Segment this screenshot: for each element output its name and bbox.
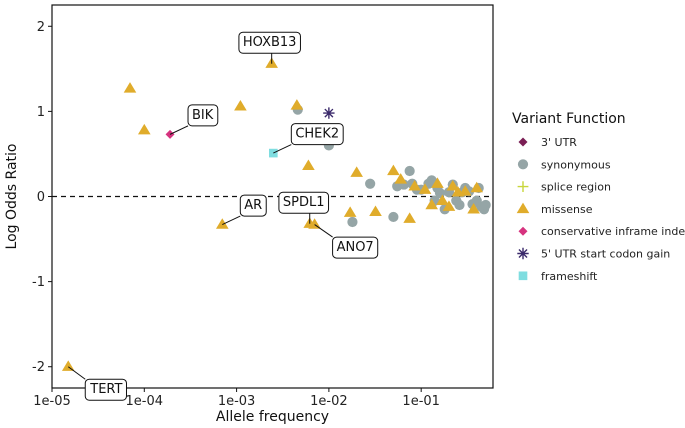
- y-axis-title: Log Odds Ratio: [4, 144, 20, 250]
- legend-marker-3-utr: [518, 137, 528, 147]
- gene-label-ar: AR: [244, 198, 262, 213]
- missense-point: [308, 218, 321, 229]
- missense-point: [394, 173, 408, 184]
- missense-point: [442, 200, 456, 211]
- legend-marker-5-utr-start-codon-gain: [517, 247, 529, 260]
- annotation-leader-line: [67, 366, 86, 380]
- legend-label: missense: [541, 203, 593, 216]
- legend-label: splice region: [541, 181, 611, 194]
- 5-utr-start-codon-gain-point: [323, 107, 335, 119]
- missense-point: [467, 202, 480, 214]
- missense-point: [387, 164, 400, 176]
- legend-label: 5' UTR start codon gain: [541, 248, 670, 261]
- missense-point: [234, 99, 247, 111]
- gene-label-spdl1: SPDL1: [283, 195, 325, 210]
- annotation-box: [84, 378, 127, 401]
- missense-point: [215, 218, 229, 229]
- y-tick-label: 0: [37, 190, 45, 205]
- legend-label: frameshift: [541, 270, 598, 283]
- gene-label-bik: BIK: [192, 108, 214, 123]
- plot-area: [51, 4, 494, 389]
- annotation-texts: HOXB13 BIK CHEK2 AR SPDL1 ANO7 TERT: [89, 35, 373, 397]
- annotation-box: [187, 104, 219, 127]
- missense-point: [436, 194, 449, 205]
- x-tick-label: 1e-02: [310, 394, 348, 409]
- annotation-leader-line: [273, 144, 292, 154]
- missense-point: [302, 159, 315, 171]
- axes: 1e-05 1e-04 1e-03 1e-02 1e-01 2 1 0 -1 -2 Allele f…: [4, 20, 440, 425]
- x-tick-label: 1e-05: [33, 394, 71, 409]
- legend-label: synonymous: [541, 158, 611, 171]
- missense-point: [470, 181, 484, 193]
- y-tick-label: -1: [32, 275, 45, 290]
- annotation-box: [239, 194, 267, 217]
- legend: Variant Function 3' UTR synonymous splice r…: [512, 111, 685, 283]
- missense-point: [350, 166, 363, 177]
- missense-point: [418, 183, 432, 194]
- missense-point: [343, 206, 357, 217]
- missense-point: [458, 185, 472, 196]
- annotation-leader-line: [314, 224, 333, 238]
- missense-point: [369, 205, 382, 217]
- gene-label-chek2: CHEK2: [295, 127, 339, 142]
- legend-marker-frameshift: [518, 271, 528, 281]
- missense-point: [431, 177, 444, 188]
- legend-marker-missense: [516, 202, 530, 214]
- legend-title: Variant Function: [512, 111, 626, 127]
- synonymous-point: [388, 211, 399, 223]
- legend-marker-synonymous: [517, 159, 529, 170]
- annotation-box: [278, 191, 330, 214]
- legend-label: conservative inframe indel: [541, 225, 685, 238]
- missense-point: [425, 198, 438, 210]
- gene-label-tert: TERT: [89, 382, 122, 397]
- missense-point: [137, 123, 151, 135]
- annotation-leader-line: [169, 125, 189, 135]
- annotation-box: [290, 123, 344, 146]
- missense-point: [61, 360, 75, 371]
- data-points: [61, 57, 491, 371]
- annotation-leader-line: [222, 215, 241, 226]
- missense-point: [403, 212, 416, 223]
- synonymous-point: [480, 199, 491, 211]
- missense-point: [290, 99, 304, 110]
- conservative-inframe-indel-point: [165, 129, 175, 139]
- missense-point: [446, 179, 460, 191]
- y-tick-label: 2: [37, 20, 45, 35]
- x-tick-label: 1e-01: [402, 394, 440, 409]
- annotation-box: [238, 31, 301, 54]
- synonymous-point: [365, 178, 376, 189]
- annotation-box: [332, 236, 379, 259]
- synonymous-point: [404, 165, 415, 177]
- x-axis-title: Allele frequency: [216, 409, 329, 425]
- y-tick-label: 1: [37, 105, 45, 120]
- missense-point: [123, 82, 137, 93]
- gene-label-hoxb13: HOXB13: [243, 35, 297, 50]
- synonymous-point: [454, 199, 465, 211]
- gene-label-ano7: ANO7: [337, 240, 374, 255]
- x-tick-label: 1e-04: [126, 394, 164, 409]
- synonymous-point: [347, 216, 358, 228]
- x-tick-label: 1e-03: [218, 394, 256, 409]
- legend-marker-splice-region: [517, 181, 529, 192]
- legend-label: 3' UTR: [541, 136, 577, 149]
- legend-marker-conservative-inframe-indel: [518, 226, 528, 236]
- gene-annotations: HOXB13 BIK CHEK2 AR SPDL1 ANO7 TERT: [67, 31, 379, 401]
- y-tick-label: -2: [32, 360, 45, 375]
- missense-point: [408, 179, 421, 191]
